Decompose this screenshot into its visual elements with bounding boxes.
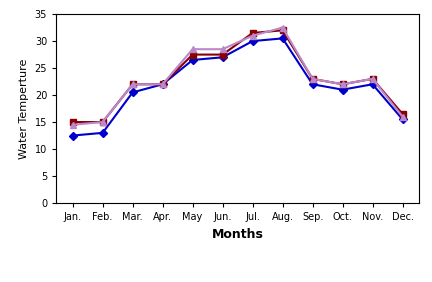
St.3 xyxy=(250,34,255,38)
St.1 xyxy=(280,37,285,40)
Line: St.1: St.1 xyxy=(70,36,405,138)
St.2 xyxy=(340,83,345,86)
St.3 xyxy=(340,83,345,86)
St.2 xyxy=(160,83,165,86)
St.1 xyxy=(130,91,135,94)
St.2 xyxy=(220,53,225,56)
Y-axis label: Water Temperture: Water Temperture xyxy=(19,58,29,159)
St.1 xyxy=(220,56,225,59)
St.3 xyxy=(70,123,75,126)
St.1 xyxy=(100,131,105,135)
St.2 xyxy=(400,112,405,116)
St.3 xyxy=(160,83,165,86)
St.3 xyxy=(370,77,375,81)
St.2 xyxy=(310,77,315,81)
St.3 xyxy=(280,26,285,29)
St.3 xyxy=(100,120,105,124)
St.3 xyxy=(130,83,135,86)
St.2 xyxy=(280,28,285,32)
Line: St.3: St.3 xyxy=(70,25,405,127)
St.1 xyxy=(400,118,405,121)
St.2 xyxy=(370,77,375,81)
St.1 xyxy=(370,83,375,86)
St.2 xyxy=(70,120,75,124)
X-axis label: Months: Months xyxy=(212,228,264,241)
St.1 xyxy=(250,39,255,43)
St.2 xyxy=(130,83,135,86)
St.1 xyxy=(190,58,195,62)
St.3 xyxy=(400,115,405,118)
St.1 xyxy=(160,83,165,86)
St.3 xyxy=(190,47,195,51)
St.2 xyxy=(190,53,195,56)
St.2 xyxy=(250,31,255,35)
St.1 xyxy=(340,88,345,91)
St.1 xyxy=(70,134,75,137)
St.1 xyxy=(310,83,315,86)
St.3 xyxy=(220,47,225,51)
St.3 xyxy=(310,77,315,81)
St.2 xyxy=(100,120,105,124)
Line: St.2: St.2 xyxy=(70,28,405,125)
